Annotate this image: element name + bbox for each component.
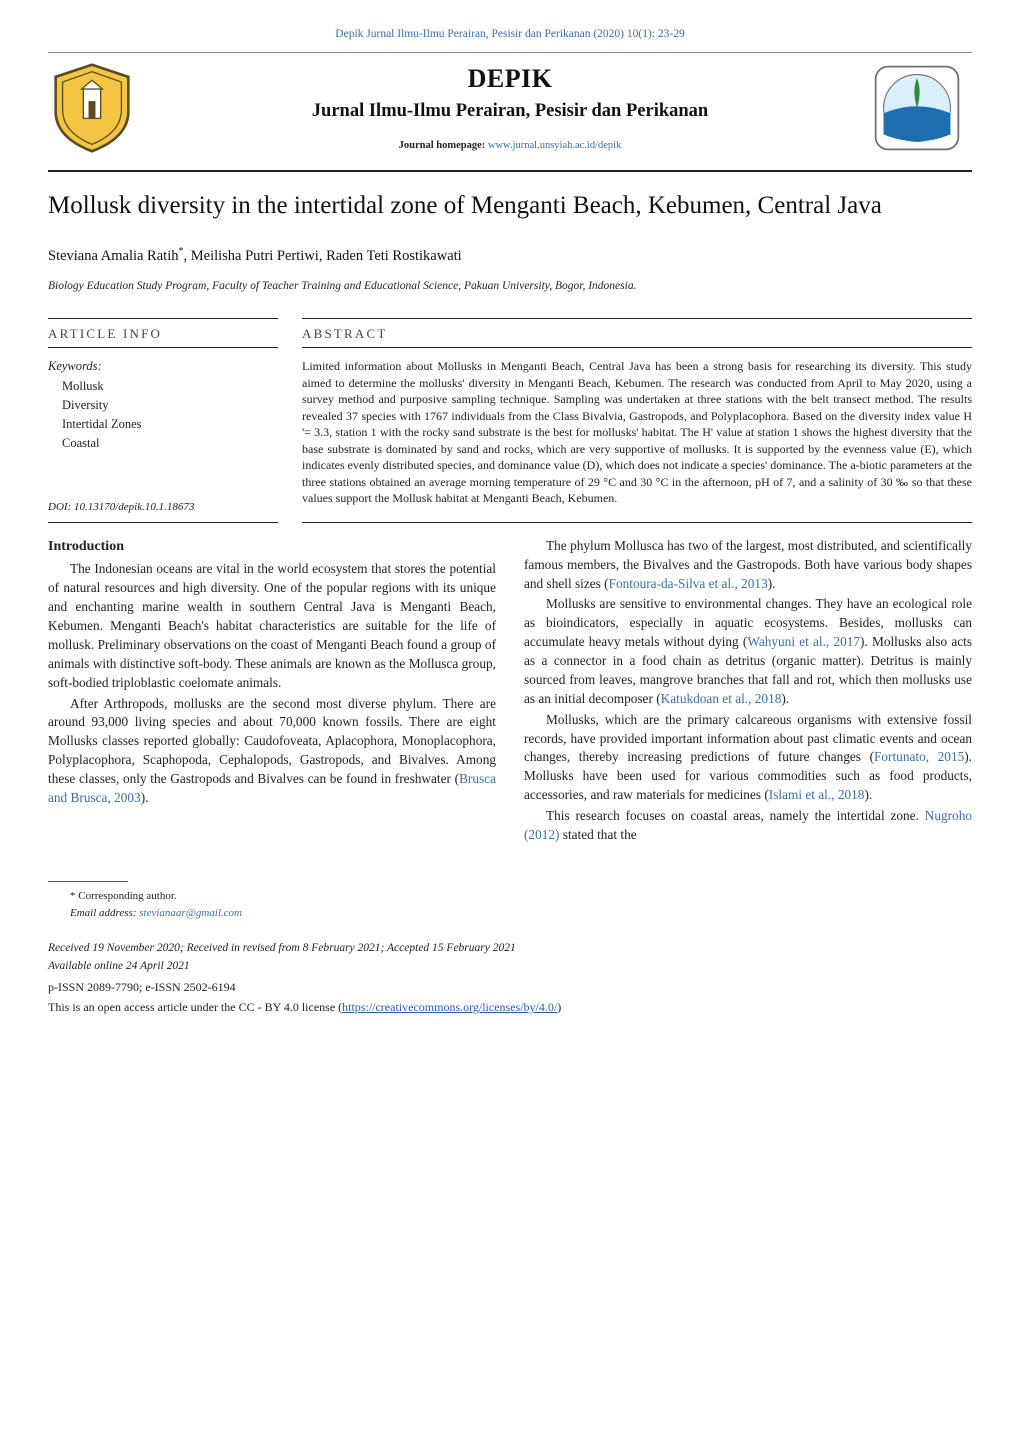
license-link[interactable]: https://creativecommons.org/licenses/by/… bbox=[342, 1000, 557, 1014]
info-abstract-grid: ARTICLE INFO Keywords: Mollusk Diversity… bbox=[48, 318, 972, 523]
citation-link[interactable]: Wahyuni et al., 2017 bbox=[747, 634, 860, 649]
section-heading-introduction: Introduction bbox=[48, 537, 496, 557]
body-text: stated that the bbox=[559, 827, 636, 842]
keywords-label: Keywords: bbox=[48, 358, 278, 376]
article-doi: DOI: 10.13170/depik.10.1.18673 bbox=[48, 500, 278, 515]
shield-university-logo bbox=[48, 63, 136, 153]
journal-full-title: Jurnal Ilmu-Ilmu Perairan, Pesisir dan P… bbox=[158, 99, 862, 125]
body-paragraph: After Arthropods, mollusks are the secon… bbox=[48, 695, 496, 808]
keyword-item: Mollusk bbox=[62, 377, 278, 396]
homepage-url[interactable]: www.jurnal.unsyiah.ac.id/depik bbox=[488, 140, 621, 151]
keyword-item: Coastal bbox=[62, 434, 278, 453]
body-two-column: Introduction The Indonesian oceans are v… bbox=[48, 537, 972, 845]
journal-short-title: DEPIK bbox=[158, 61, 862, 97]
body-paragraph: The phylum Mollusca has two of the large… bbox=[524, 537, 972, 594]
journal-header: DEPIK Jurnal Ilmu-Ilmu Perairan, Pesisir… bbox=[48, 53, 972, 156]
license-text-pre: This is an open access article under the… bbox=[48, 1000, 342, 1014]
citation-link[interactable]: Fortunato, 2015 bbox=[874, 749, 964, 764]
article-info-block: ARTICLE INFO Keywords: Mollusk Diversity… bbox=[48, 318, 278, 523]
body-paragraph: This research focuses on coastal areas, … bbox=[524, 807, 972, 845]
license-text-post: ) bbox=[557, 1000, 561, 1014]
article-dates: Received 19 November 2020; Received in r… bbox=[48, 940, 972, 958]
rule-thick bbox=[48, 170, 972, 172]
body-text: This research focuses on coastal areas, … bbox=[546, 808, 925, 823]
page-footer: * Corresponding author. Email address: s… bbox=[48, 881, 972, 1017]
abstract-block: ABSTRACT Limited information about Mollu… bbox=[302, 318, 972, 523]
keywords-list: Mollusk Diversity Intertidal Zones Coast… bbox=[48, 377, 278, 452]
abstract-text: Limited information about Mollusks in Me… bbox=[302, 358, 972, 507]
body-text: After Arthropods, mollusks are the secon… bbox=[48, 696, 496, 787]
email-address[interactable]: stevianaar@gmail.com bbox=[139, 907, 242, 919]
available-online: Available online 24 April 2021 bbox=[48, 958, 972, 976]
running-head-text: Depik Jurnal Ilmu-Ilmu Perairan, Pesisir… bbox=[48, 26, 972, 42]
article-info-head: ARTICLE INFO bbox=[48, 318, 278, 348]
email-label: Email address: bbox=[70, 907, 139, 919]
abstract-head: ABSTRACT bbox=[302, 318, 972, 348]
footnote-rule bbox=[48, 881, 128, 882]
article-authors: Steviana Amalia Ratih*, Meilisha Putri P… bbox=[48, 245, 972, 266]
article-affiliation: Biology Education Study Program, Faculty… bbox=[48, 278, 972, 294]
homepage-label: Journal homepage: bbox=[399, 140, 488, 151]
water-leaf-circle-icon bbox=[872, 63, 962, 153]
citation-link[interactable]: Islami et al., 2018 bbox=[769, 787, 865, 802]
citation-link[interactable]: Katukdoan et al., 2018 bbox=[661, 691, 782, 706]
body-paragraph: Mollusks, which are the primary calcareo… bbox=[524, 711, 972, 805]
article-title: Mollusk diversity in the intertidal zone… bbox=[48, 190, 972, 223]
issn-line: p-ISSN 2089-7790; e-ISSN 2502-6194 bbox=[48, 978, 972, 997]
keyword-item: Diversity bbox=[62, 396, 278, 415]
corresponding-email: Email address: stevianaar@gmail.com bbox=[70, 905, 972, 922]
body-paragraph: The Indonesian oceans are vital in the w… bbox=[48, 560, 496, 692]
body-paragraph: Mollusks are sensitive to environmental … bbox=[524, 595, 972, 708]
license-line: This is an open access article under the… bbox=[48, 998, 972, 1017]
corresponding-author-note: * Corresponding author. bbox=[70, 888, 972, 905]
keyword-item: Intertidal Zones bbox=[62, 415, 278, 434]
journal-homepage: Journal homepage: www.jurnal.unsyiah.ac.… bbox=[158, 139, 862, 154]
citation-link[interactable]: Fontoura-da-Silva et al., 2013 bbox=[609, 576, 768, 591]
